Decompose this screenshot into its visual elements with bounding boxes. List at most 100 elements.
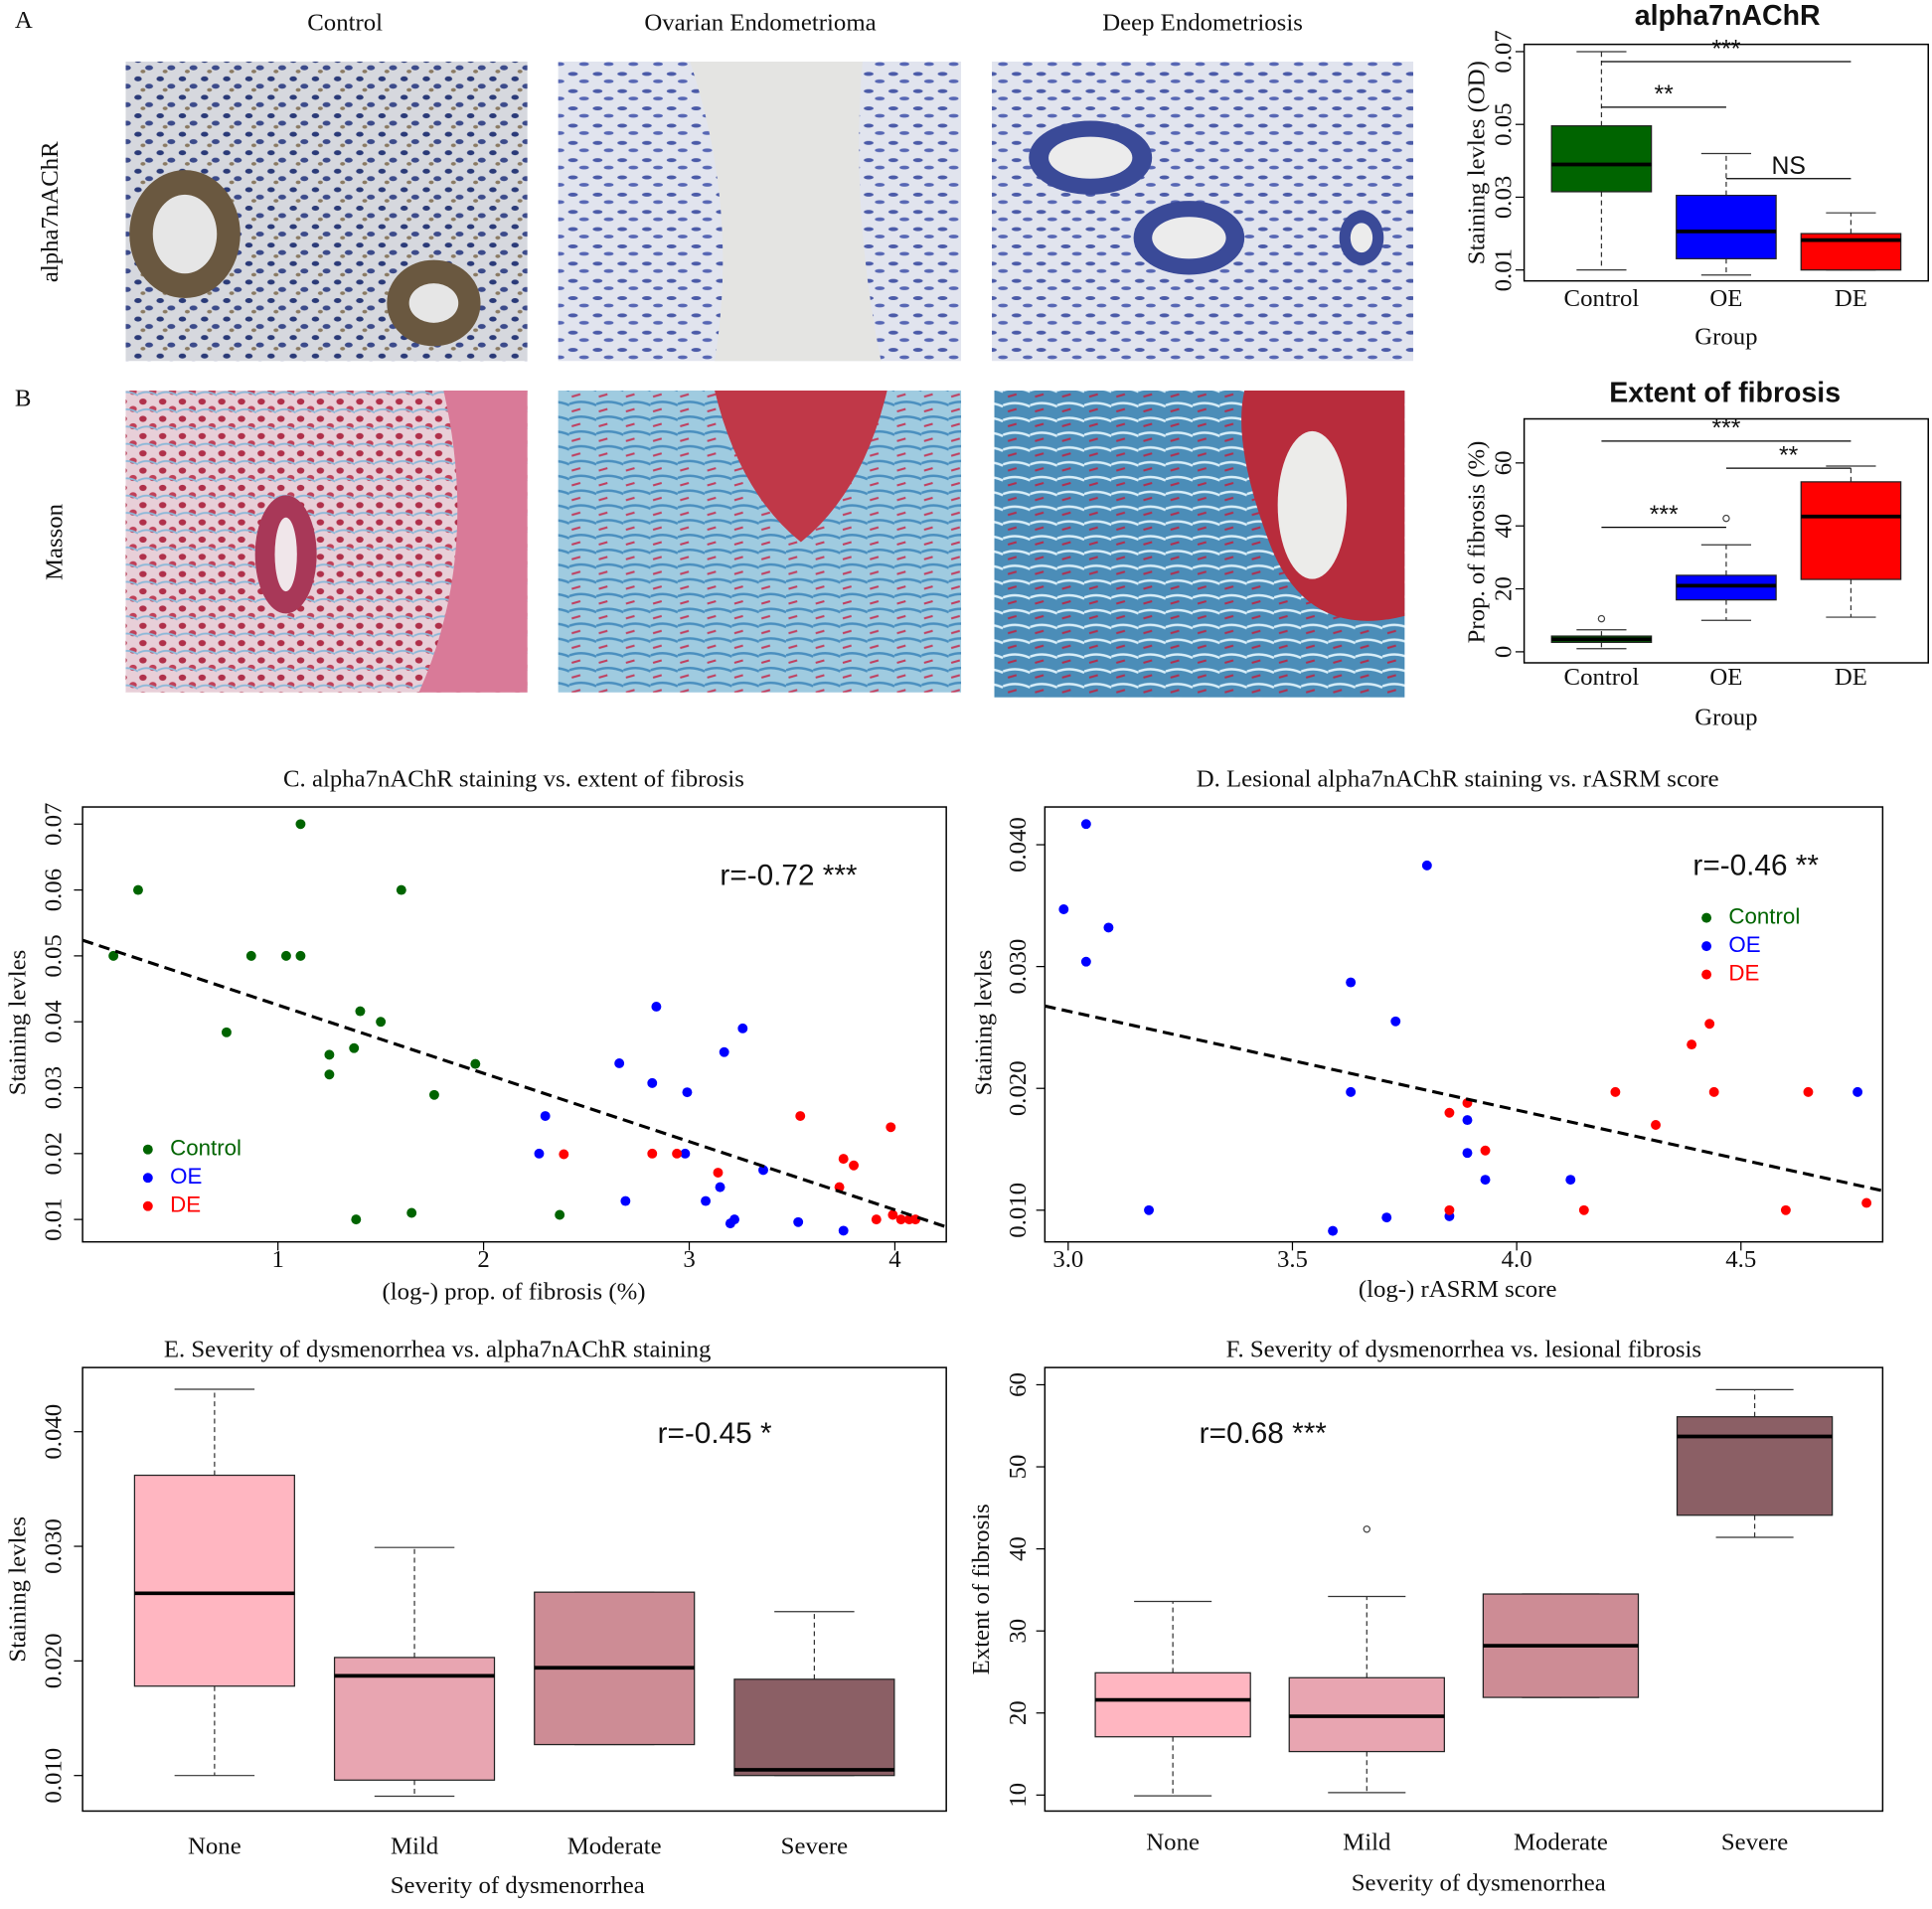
x-tick-label: None bbox=[1146, 1829, 1200, 1856]
point bbox=[534, 1148, 545, 1159]
x-tick-label: 3.0 bbox=[1052, 1246, 1083, 1273]
point bbox=[887, 1209, 898, 1220]
image-panels: A B Control Ovarian Endometrioma Deep En… bbox=[15, 7, 1414, 698]
point bbox=[871, 1214, 882, 1225]
legend-marker bbox=[1701, 941, 1712, 952]
box bbox=[1676, 574, 1777, 601]
point bbox=[1780, 1204, 1791, 1215]
x-tick-label: 4.5 bbox=[1725, 1246, 1756, 1273]
point bbox=[620, 1195, 631, 1206]
y-tick-label: 0.040 bbox=[41, 1404, 68, 1460]
plot-frame bbox=[1523, 417, 1929, 664]
chart-title: C. alpha7nAChR staining vs. extent of fi… bbox=[283, 766, 744, 793]
y-tick-label: 20 bbox=[1005, 1700, 1032, 1725]
point bbox=[555, 1209, 565, 1220]
micrograph bbox=[994, 391, 1405, 698]
y-tick-label: 0.040 bbox=[1005, 817, 1032, 873]
y-tick-label: 0.03 bbox=[1491, 176, 1518, 219]
point bbox=[651, 1001, 662, 1012]
correlation-label: r=0.68 *** bbox=[1200, 1417, 1328, 1450]
x-tick-label: OE bbox=[1709, 664, 1742, 691]
significance-label: ** bbox=[1655, 81, 1675, 108]
point bbox=[396, 884, 406, 895]
row-label: alpha7nAChR bbox=[37, 141, 64, 282]
outlier bbox=[1363, 1525, 1371, 1533]
point bbox=[324, 1069, 335, 1080]
x-tick-label: DE bbox=[1835, 664, 1867, 691]
x-axis-label: Severity of dysmenorrhea bbox=[1352, 1870, 1606, 1897]
point bbox=[715, 1182, 725, 1193]
box bbox=[333, 1657, 496, 1781]
point bbox=[1381, 1212, 1392, 1223]
point bbox=[1565, 1175, 1576, 1186]
y-tick-label: 30 bbox=[1005, 1619, 1032, 1644]
correlation-label: r=-0.72 *** bbox=[720, 860, 858, 892]
point bbox=[1444, 1107, 1455, 1118]
x-tick-label: 3.5 bbox=[1277, 1246, 1308, 1273]
point bbox=[1346, 1086, 1357, 1097]
point bbox=[1058, 904, 1069, 914]
point bbox=[1480, 1175, 1491, 1186]
box bbox=[1094, 1671, 1251, 1738]
x-tick-label: OE bbox=[1709, 285, 1742, 312]
plot-frame bbox=[1044, 1366, 1884, 1813]
point bbox=[1651, 1120, 1661, 1130]
y-axis-label: Extent of fibrosis bbox=[968, 1504, 995, 1674]
fit-line bbox=[1045, 1004, 1883, 1193]
plot-frame bbox=[81, 1366, 947, 1813]
point bbox=[1687, 1039, 1697, 1050]
y-tick-label: 0.010 bbox=[41, 1748, 68, 1804]
chart: Extent of fibrosis Group Prop. of fibrosis… bbox=[1463, 377, 1929, 731]
point bbox=[376, 1017, 387, 1028]
point bbox=[559, 1149, 569, 1160]
x-tick-label: DE bbox=[1835, 285, 1867, 312]
point bbox=[324, 1049, 335, 1060]
significance-label: *** bbox=[1650, 502, 1679, 529]
point bbox=[729, 1214, 739, 1225]
x-axis-label: Group bbox=[1694, 324, 1757, 351]
x-tick-label: Mild bbox=[391, 1832, 439, 1859]
legend-label: OE bbox=[170, 1164, 202, 1189]
x-tick-label: 3 bbox=[683, 1246, 695, 1273]
x-tick-label: Severe bbox=[1721, 1829, 1788, 1856]
box bbox=[733, 1678, 895, 1777]
plot-frame bbox=[1044, 806, 1884, 1243]
chart: D. Lesional alpha7nAChR staining vs. rAS… bbox=[971, 766, 1884, 1303]
chart-title: E. Severity of dysmenorrhea vs. alpha7nA… bbox=[164, 1337, 712, 1363]
point bbox=[1704, 1019, 1715, 1030]
point bbox=[406, 1207, 417, 1218]
y-tick-label: 0.07 bbox=[41, 803, 68, 846]
chart-title: alpha7nAChR bbox=[1635, 0, 1821, 32]
point bbox=[1103, 922, 1114, 933]
legend-label: DE bbox=[170, 1193, 201, 1217]
x-tick-label: Control bbox=[1564, 664, 1640, 691]
point bbox=[280, 950, 291, 961]
chart-title: D. Lesional alpha7nAChR staining vs. rAS… bbox=[1197, 766, 1719, 793]
legend-marker bbox=[142, 1200, 153, 1211]
point bbox=[701, 1195, 712, 1206]
x-tick-label: Severe bbox=[781, 1832, 848, 1859]
point bbox=[1852, 1086, 1863, 1097]
box bbox=[1676, 194, 1777, 259]
point bbox=[682, 1087, 693, 1098]
x-tick-label: Control bbox=[1564, 285, 1640, 312]
legend-label: Control bbox=[1728, 904, 1800, 929]
micrograph bbox=[992, 61, 1414, 362]
point bbox=[428, 1089, 439, 1100]
y-tick-label: 60 bbox=[1005, 1372, 1032, 1397]
chart: C. alpha7nAChR staining vs. extent of fi… bbox=[5, 766, 947, 1305]
y-tick-label: 0.020 bbox=[41, 1633, 68, 1688]
y-tick-label: 40 bbox=[1005, 1536, 1032, 1561]
point bbox=[647, 1148, 658, 1159]
box bbox=[133, 1474, 295, 1687]
x-tick-label: Mild bbox=[1343, 1829, 1391, 1856]
y-tick-label: 0.03 bbox=[41, 1066, 68, 1109]
point bbox=[713, 1168, 724, 1179]
fit-line bbox=[81, 938, 947, 1229]
point bbox=[795, 1111, 806, 1121]
x-axis-label: (log-) rASRM score bbox=[1359, 1276, 1557, 1303]
point bbox=[672, 1148, 683, 1159]
x-tick-label: None bbox=[188, 1832, 242, 1859]
point bbox=[895, 1214, 906, 1225]
